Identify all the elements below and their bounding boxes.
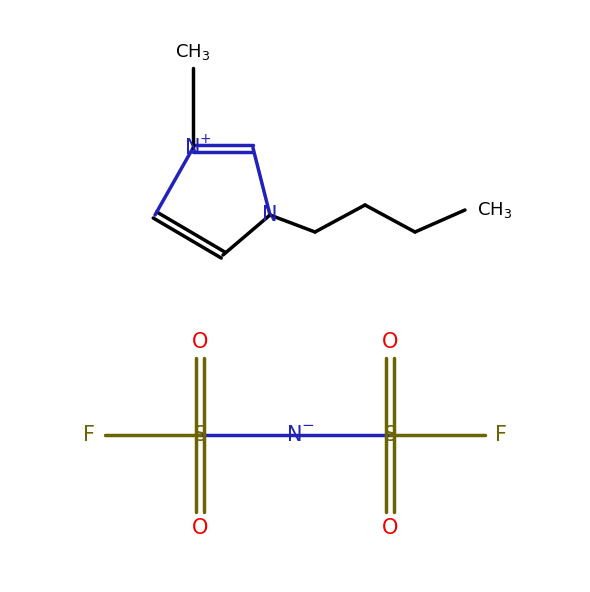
Text: O: O [382, 518, 398, 538]
Text: O: O [192, 518, 208, 538]
Text: CH$_3$: CH$_3$ [175, 42, 211, 62]
Text: −: − [301, 419, 314, 433]
Text: N: N [185, 138, 201, 158]
Text: CH$_3$: CH$_3$ [477, 200, 513, 220]
Text: O: O [192, 332, 208, 352]
Text: F: F [495, 425, 507, 445]
Text: N: N [287, 425, 303, 445]
Text: S: S [384, 425, 396, 445]
Text: +: + [199, 132, 211, 146]
Text: F: F [83, 425, 95, 445]
Text: O: O [382, 332, 398, 352]
Text: N: N [262, 205, 278, 225]
Text: S: S [194, 425, 206, 445]
